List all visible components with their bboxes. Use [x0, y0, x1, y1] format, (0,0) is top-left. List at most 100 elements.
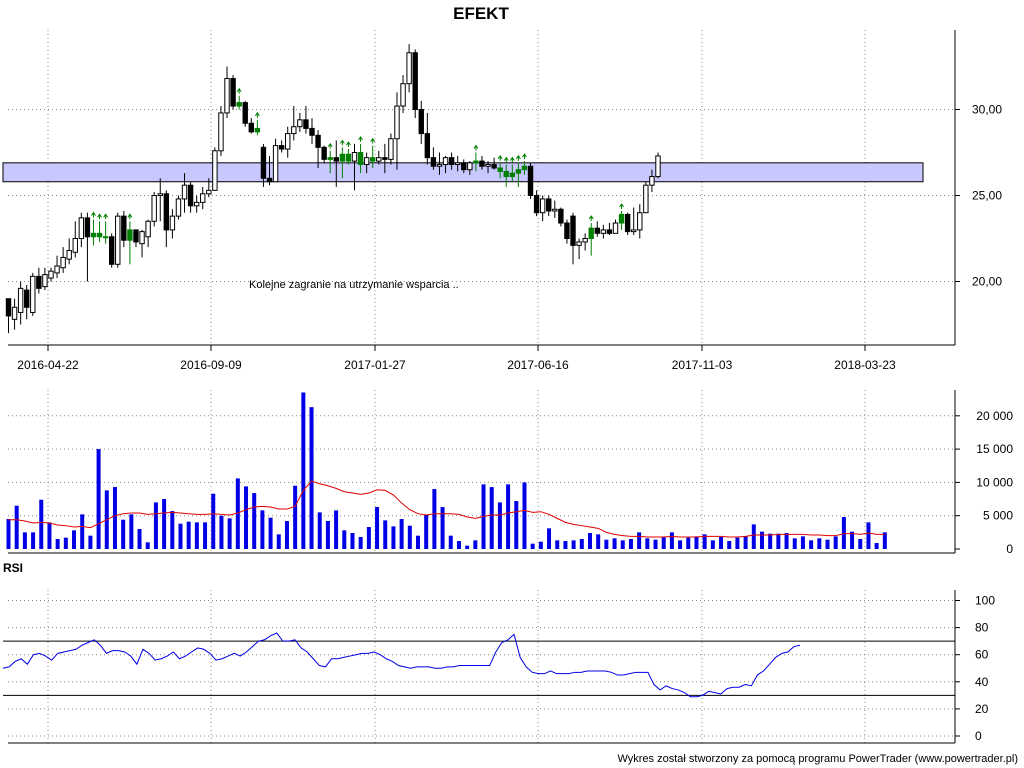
candle	[363, 152, 370, 174]
volume-bar	[555, 540, 560, 549]
candle	[333, 140, 339, 187]
volume-bar	[424, 515, 429, 549]
candle	[187, 181, 194, 213]
candle	[412, 49, 418, 119]
candle	[357, 135, 364, 174]
candle	[576, 238, 582, 260]
candle	[612, 219, 619, 234]
candle-body	[631, 229, 637, 233]
volume-bar	[661, 537, 666, 549]
candle	[236, 87, 242, 110]
candle	[297, 112, 303, 132]
buy-signal-arrow	[346, 141, 351, 148]
candle-body	[515, 169, 522, 174]
candle	[139, 229, 145, 258]
candle-body	[260, 146, 267, 179]
volume-bar	[383, 520, 388, 549]
volume-bar	[47, 522, 52, 549]
candle	[66, 238, 72, 265]
candle	[72, 221, 78, 258]
volume-bar	[743, 536, 748, 549]
candle	[643, 181, 649, 214]
volume-bar	[350, 533, 355, 549]
volume-bar	[489, 487, 494, 549]
volume-bar	[432, 489, 437, 549]
candle	[327, 142, 333, 174]
volume-bar	[276, 534, 281, 549]
candle	[546, 195, 552, 217]
volume-panel: 0 5 000 10 000 15 000 20 000	[6, 390, 1013, 556]
volume-bar	[522, 482, 527, 549]
candle-body	[436, 164, 443, 167]
candle	[5, 298, 12, 334]
candle	[157, 178, 163, 222]
volume-bar	[121, 519, 126, 549]
volume-bar	[792, 538, 797, 549]
candle	[600, 224, 607, 239]
buy-signal-arrow	[509, 156, 515, 163]
volume-bar	[227, 518, 232, 549]
candle	[193, 195, 200, 213]
volume-bar	[399, 519, 404, 549]
candle	[376, 150, 382, 165]
candle-body	[637, 212, 643, 231]
candle-body	[606, 229, 613, 234]
price-x-tick-label: 2017-11-03	[672, 358, 733, 372]
volume-bar	[31, 532, 36, 549]
candle	[169, 209, 176, 239]
buy-signal-arrow	[503, 156, 509, 163]
volume-bar	[203, 522, 208, 549]
volume-bars	[6, 392, 887, 549]
buy-signal-arrow	[91, 211, 96, 218]
candle	[370, 137, 376, 168]
candle	[448, 152, 455, 170]
buy-signal-arrow	[473, 144, 479, 151]
candle	[230, 75, 236, 110]
candle	[564, 219, 570, 244]
volume-bar	[235, 478, 240, 549]
volume-bar	[325, 521, 330, 549]
candle-body	[643, 184, 649, 214]
volume-bar	[284, 521, 289, 549]
candle-body	[11, 306, 18, 320]
candle	[272, 138, 279, 183]
candle	[96, 213, 103, 242]
candle-body	[127, 229, 133, 241]
buy-signal-arrow	[358, 135, 363, 142]
candle	[588, 215, 594, 256]
volume-bar	[219, 515, 224, 549]
candle-body	[418, 109, 424, 135]
candle	[491, 157, 497, 170]
price-x-tick-label: 2017-06-16	[507, 358, 569, 372]
candle-body	[533, 195, 540, 214]
candle-body	[60, 256, 66, 269]
candle	[24, 284, 30, 320]
volume-bar	[784, 533, 789, 549]
volume-bar	[80, 514, 85, 549]
candle-body	[175, 198, 182, 217]
volume-bar	[22, 532, 27, 549]
volume-bar	[39, 499, 44, 549]
candle-body	[42, 274, 48, 288]
volume-bar	[309, 407, 314, 549]
volume-bar	[162, 499, 167, 549]
candle-body	[442, 157, 449, 166]
candle-body	[78, 217, 85, 239]
volume-bar	[96, 449, 101, 549]
candle-body	[224, 78, 230, 114]
volume-y-tick-label: 5 000	[983, 509, 1013, 523]
candle-body	[624, 213, 631, 233]
candle-body	[582, 238, 588, 243]
candle	[479, 155, 485, 170]
candle-body	[382, 157, 388, 160]
candle-body	[303, 119, 309, 129]
candle-body	[394, 105, 400, 140]
candle	[570, 212, 576, 265]
volume-bar	[759, 531, 764, 549]
candle-body	[254, 127, 261, 133]
candle	[606, 223, 613, 236]
candle	[582, 233, 588, 251]
volume-bar	[538, 541, 543, 549]
candle	[418, 100, 424, 144]
volume-bar	[710, 540, 715, 549]
